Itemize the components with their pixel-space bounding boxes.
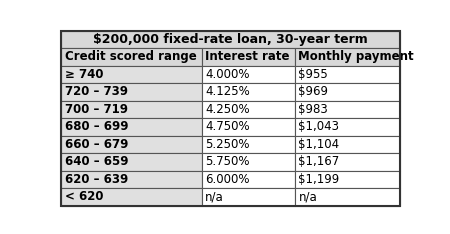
Text: $1,104: $1,104 [298, 138, 339, 151]
Text: $1,167: $1,167 [298, 155, 340, 168]
Bar [62, 188, 202, 205]
Bar [62, 101, 202, 118]
Bar [62, 171, 202, 188]
Text: 720 – 739: 720 – 739 [65, 85, 128, 99]
Text: n/a: n/a [205, 190, 224, 203]
Text: 680 – 699: 680 – 699 [65, 121, 128, 133]
Text: 5.250%: 5.250% [205, 138, 250, 151]
Bar [62, 48, 202, 66]
Bar [62, 31, 400, 48]
Text: Monthly payment: Monthly payment [298, 51, 414, 63]
Bar [62, 66, 202, 83]
Bar [202, 66, 295, 83]
Bar [62, 83, 202, 101]
Text: < 620: < 620 [65, 190, 104, 203]
Bar [202, 188, 295, 205]
Bar [295, 48, 400, 66]
Bar [295, 188, 400, 205]
Text: $983: $983 [298, 103, 328, 116]
Text: $1,043: $1,043 [298, 121, 339, 133]
Bar [62, 136, 202, 153]
Bar [62, 153, 202, 171]
Text: 700 – 719: 700 – 719 [65, 103, 128, 116]
Bar [295, 136, 400, 153]
Bar [295, 171, 400, 188]
Text: n/a: n/a [298, 190, 317, 203]
Text: 4.125%: 4.125% [205, 85, 250, 99]
Text: 640 – 659: 640 – 659 [65, 155, 128, 168]
Text: Interest rate: Interest rate [205, 51, 290, 63]
Bar [295, 118, 400, 136]
Text: Credit scored range: Credit scored range [65, 51, 197, 63]
Bar [295, 83, 400, 101]
Text: $969: $969 [298, 85, 328, 99]
Text: 4.750%: 4.750% [205, 121, 250, 133]
Bar [295, 101, 400, 118]
Text: 6.000%: 6.000% [205, 173, 250, 186]
Bar [202, 83, 295, 101]
Bar [202, 48, 295, 66]
Bar [62, 118, 202, 136]
Bar [202, 118, 295, 136]
Bar [295, 153, 400, 171]
Text: $955: $955 [298, 68, 328, 81]
Text: 620 – 639: 620 – 639 [65, 173, 128, 186]
Text: 660 – 679: 660 – 679 [65, 138, 128, 151]
Text: $200,000 fixed-rate loan, 30-year term: $200,000 fixed-rate loan, 30-year term [93, 33, 368, 46]
Bar [202, 153, 295, 171]
Text: 4.250%: 4.250% [205, 103, 250, 116]
Bar [202, 136, 295, 153]
Bar [295, 66, 400, 83]
Text: 5.750%: 5.750% [205, 155, 250, 168]
Bar [202, 171, 295, 188]
Text: $1,199: $1,199 [298, 173, 340, 186]
Text: ≥ 740: ≥ 740 [65, 68, 104, 81]
Text: 4.000%: 4.000% [205, 68, 250, 81]
Bar [202, 101, 295, 118]
